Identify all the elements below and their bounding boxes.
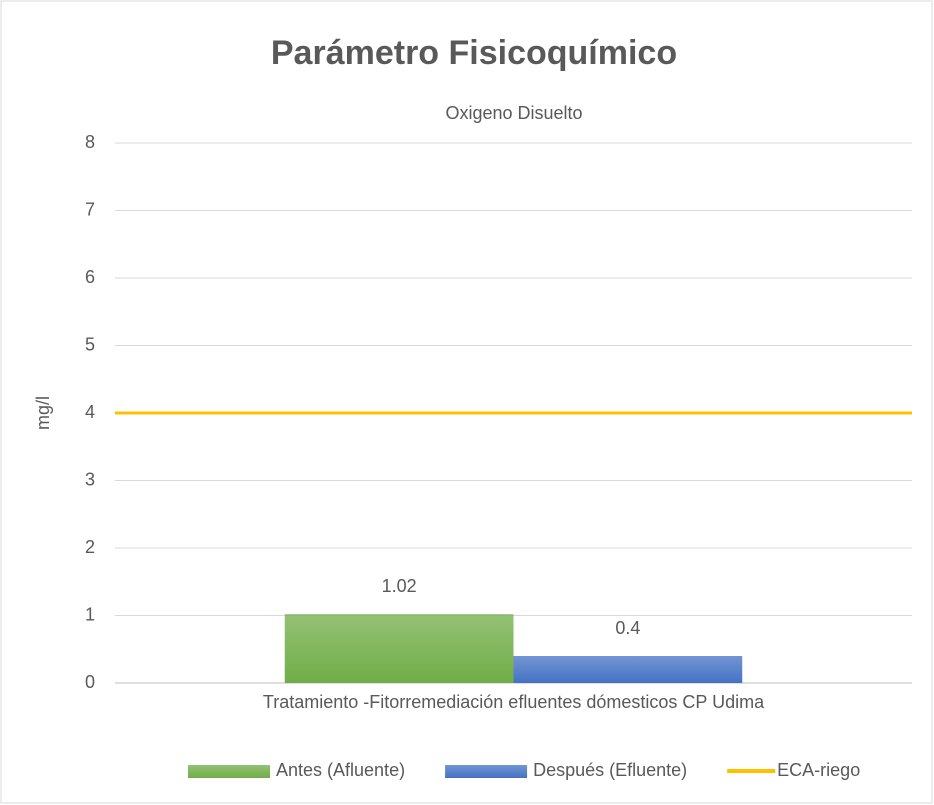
y-tick-label: 8 xyxy=(85,132,95,152)
legend-label: Después (Efluente) xyxy=(533,760,687,780)
y-tick-label: 4 xyxy=(85,402,95,422)
legend-swatch xyxy=(188,765,270,778)
bar xyxy=(513,656,743,683)
y-tick-label: 5 xyxy=(85,334,95,354)
data-label: 1.02 xyxy=(382,576,417,596)
legend-label: ECA-riego xyxy=(777,760,860,780)
y-tick-label: 1 xyxy=(85,604,95,624)
x-tick-label: Tratamiento -Fitorremediación efluentes … xyxy=(263,692,765,712)
legend-label: Antes (Afluente) xyxy=(276,760,405,780)
bar xyxy=(284,614,514,683)
chart-subtitle: Oxigeno Disuelto xyxy=(445,103,582,123)
legend-swatch xyxy=(445,765,528,778)
data-label: 0.4 xyxy=(615,618,640,638)
y-tick-label: 6 xyxy=(85,267,95,287)
y-tick-label: 0 xyxy=(85,672,95,692)
y-tick-label: 2 xyxy=(85,537,95,557)
chart-title: Parámetro Fisicoquímico xyxy=(271,34,677,72)
y-axis-label: mg/l xyxy=(33,396,53,430)
y-tick-label: 3 xyxy=(85,469,95,489)
y-tick-label: 7 xyxy=(85,199,95,219)
